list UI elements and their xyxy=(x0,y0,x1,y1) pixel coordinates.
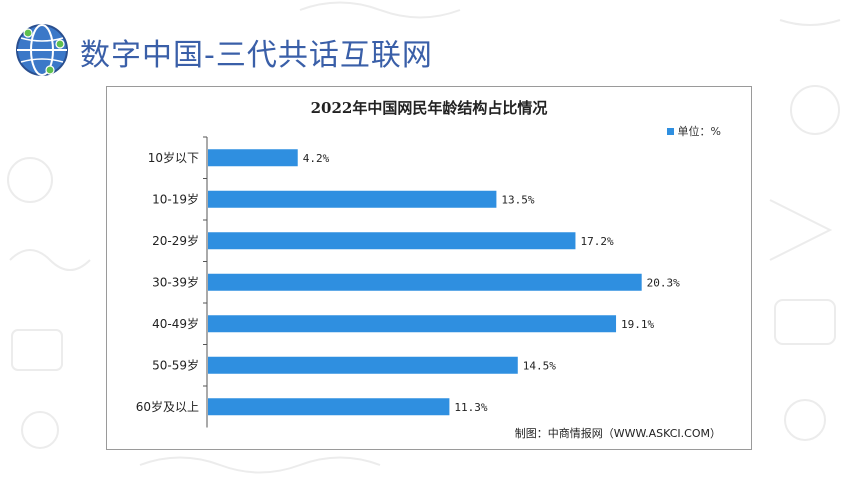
globe-network-icon xyxy=(16,24,68,76)
legend-swatch xyxy=(666,127,674,135)
value-label: 13.5% xyxy=(501,193,534,206)
bar xyxy=(208,149,298,167)
legend: 单位：% xyxy=(666,123,721,139)
legend-label: 单位：% xyxy=(677,125,721,138)
chart-title: 2022年中国网民年龄结构占比情况 xyxy=(310,99,548,117)
category-label: 10-19岁 xyxy=(152,191,199,206)
category-label: 60岁及以上 xyxy=(136,399,199,414)
bar xyxy=(208,356,518,374)
slide-title: 数字中国-三代共话互联网 xyxy=(80,38,433,73)
bar xyxy=(208,315,617,333)
value-label: 17.2% xyxy=(580,235,613,248)
bar-chart: 10岁以下 4.2% 10-19岁 13.5% 20-29岁 17.2% 30-39岁 20.… xyxy=(136,136,680,428)
value-label: 11.3% xyxy=(454,401,487,414)
chart-panel: 10岁以下 4.2% 10-19岁 13.5% 20-29岁 17.2% 30-39岁 20.… xyxy=(106,86,752,450)
category-label: 50-59岁 xyxy=(152,357,199,372)
value-label: 20.3% xyxy=(647,276,680,289)
value-label: 19.1% xyxy=(621,318,654,331)
category-label: 10岁以下 xyxy=(148,150,199,165)
bar xyxy=(208,398,450,416)
category-label: 40-49岁 xyxy=(152,316,199,331)
category-label: 20-29岁 xyxy=(152,233,199,248)
category-label: 30-39岁 xyxy=(152,274,199,289)
source-note: 制图：中商情报网（WWW.ASKCI.COM） xyxy=(514,427,721,440)
bar xyxy=(208,232,576,250)
bar xyxy=(208,190,497,208)
bar xyxy=(208,273,642,291)
value-label: 14.5% xyxy=(523,359,556,372)
value-label: 4.2% xyxy=(303,152,330,165)
